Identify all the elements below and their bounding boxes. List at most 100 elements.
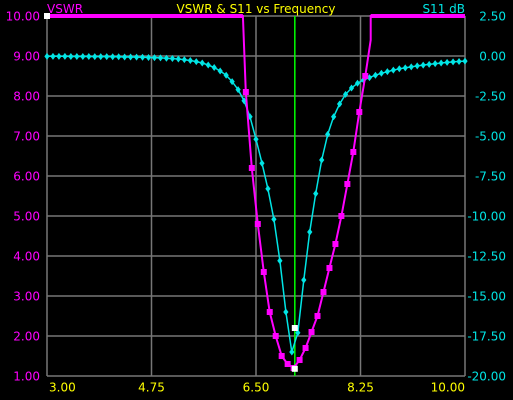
x-tick-label: 8.25 — [347, 381, 374, 395]
point-vswr — [308, 329, 315, 335]
left-tick-label: 10.00 — [6, 10, 40, 24]
point-s11 — [301, 276, 307, 284]
point-vswr — [248, 165, 255, 171]
point-s11 — [348, 84, 355, 92]
left-tick-label: 7.00 — [13, 130, 40, 144]
point-s11 — [86, 52, 92, 60]
point-s11 — [462, 57, 468, 65]
right-tick-label: -7.50 — [475, 170, 506, 184]
point-s11 — [223, 71, 229, 79]
point-s11 — [396, 65, 402, 73]
point-s11 — [336, 100, 343, 108]
point-s11 — [289, 348, 295, 356]
right-tick-label: -2.50 — [475, 90, 506, 104]
point-s11 — [211, 64, 217, 72]
left-tick-label: 8.00 — [13, 90, 40, 104]
point-s11 — [229, 78, 235, 86]
chart-series — [44, 13, 468, 372]
point-s11 — [456, 57, 462, 65]
point-s11 — [253, 135, 259, 143]
point-s11 — [116, 53, 122, 61]
point-s11 — [319, 156, 325, 164]
point-s11 — [265, 185, 271, 193]
point-vswr — [350, 149, 357, 155]
point-s11 — [390, 66, 396, 74]
right-tick-label: -20.00 — [467, 370, 506, 384]
point-vswr — [356, 109, 363, 115]
vswr-min-marker — [291, 365, 298, 372]
point-s11 — [98, 53, 104, 61]
x-tick-label: 3.00 — [49, 381, 76, 395]
point-s11 — [450, 58, 456, 66]
point-s11 — [235, 86, 241, 94]
point-s11 — [372, 71, 379, 79]
left-tick-label: 4.00 — [13, 250, 40, 264]
right-tick-label: -15.00 — [467, 290, 506, 304]
point-s11 — [56, 52, 62, 60]
right-tick-label: -5.00 — [475, 130, 506, 144]
left-tick-label: 9.00 — [13, 50, 40, 64]
point-s11 — [307, 228, 313, 236]
point-s11 — [127, 53, 134, 61]
point-s11 — [325, 130, 331, 138]
point-s11 — [157, 54, 164, 62]
right-tick-label: -12.50 — [467, 250, 506, 264]
s11-min-marker — [291, 325, 298, 331]
point-s11 — [414, 62, 420, 70]
point-s11 — [432, 60, 438, 68]
right-tick-label: 2.50 — [479, 10, 506, 24]
point-s11 — [169, 55, 176, 63]
point-s11 — [342, 90, 349, 98]
point-s11 — [420, 61, 426, 69]
left-axis-label: VSWR — [47, 2, 83, 16]
point-s11 — [104, 53, 110, 61]
chart-grid — [46, 15, 466, 377]
point-s11 — [384, 68, 390, 76]
point-s11 — [426, 60, 432, 68]
point-s11 — [145, 53, 152, 61]
point-vswr — [320, 289, 327, 295]
point-s11 — [193, 58, 199, 66]
point-vswr — [260, 269, 267, 275]
point-s11 — [331, 113, 337, 121]
point-s11 — [271, 215, 277, 223]
point-s11 — [295, 329, 301, 337]
point-vswr — [302, 345, 309, 351]
point-vswr — [242, 89, 249, 95]
point-s11 — [68, 52, 74, 60]
point-s11 — [44, 52, 50, 60]
point-vswr — [326, 265, 333, 271]
point-s11 — [354, 79, 361, 87]
point-s11 — [402, 64, 408, 72]
x-tick-label: 6.50 — [243, 381, 270, 395]
point-vswr — [332, 241, 339, 247]
point-vswr — [296, 357, 303, 363]
point-s11 — [438, 59, 444, 67]
right-tick-label: -17.50 — [467, 330, 506, 344]
x-tick-label: 10.00 — [431, 381, 465, 395]
left-axis-ticks: 10.00 9.00 8.00 7.00 6.00 5.00 4.00 3.00 2.00 1.0… — [6, 10, 40, 384]
point-s11 — [181, 56, 187, 64]
right-axis-ticks: 2.50 0.00 -2.50 -5.00 -7.50 -10.00 -12.50 -15.0… — [467, 10, 506, 384]
point-vswr — [272, 333, 279, 339]
left-tick-label: 2.00 — [13, 330, 40, 344]
point-s11 — [205, 61, 211, 69]
point-s11 — [378, 69, 385, 77]
series-line-vswr — [47, 15, 465, 370]
point-s11 — [62, 52, 68, 60]
point-s11 — [313, 190, 319, 198]
point-s11 — [139, 53, 146, 61]
point-s11 — [444, 58, 450, 66]
chart-title: VSWR & S11 vs Frequency — [177, 2, 336, 16]
point-s11 — [110, 53, 116, 61]
right-tick-label: -10.00 — [467, 210, 506, 224]
point-s11 — [92, 53, 98, 61]
point-s11 — [133, 53, 140, 61]
left-tick-label: 5.00 — [13, 210, 40, 224]
right-tick-label: 0.00 — [479, 50, 506, 64]
point-s11 — [283, 308, 289, 316]
point-s11 — [175, 55, 181, 63]
point-s11 — [151, 54, 158, 62]
x-tick-label: 4.75 — [138, 381, 165, 395]
